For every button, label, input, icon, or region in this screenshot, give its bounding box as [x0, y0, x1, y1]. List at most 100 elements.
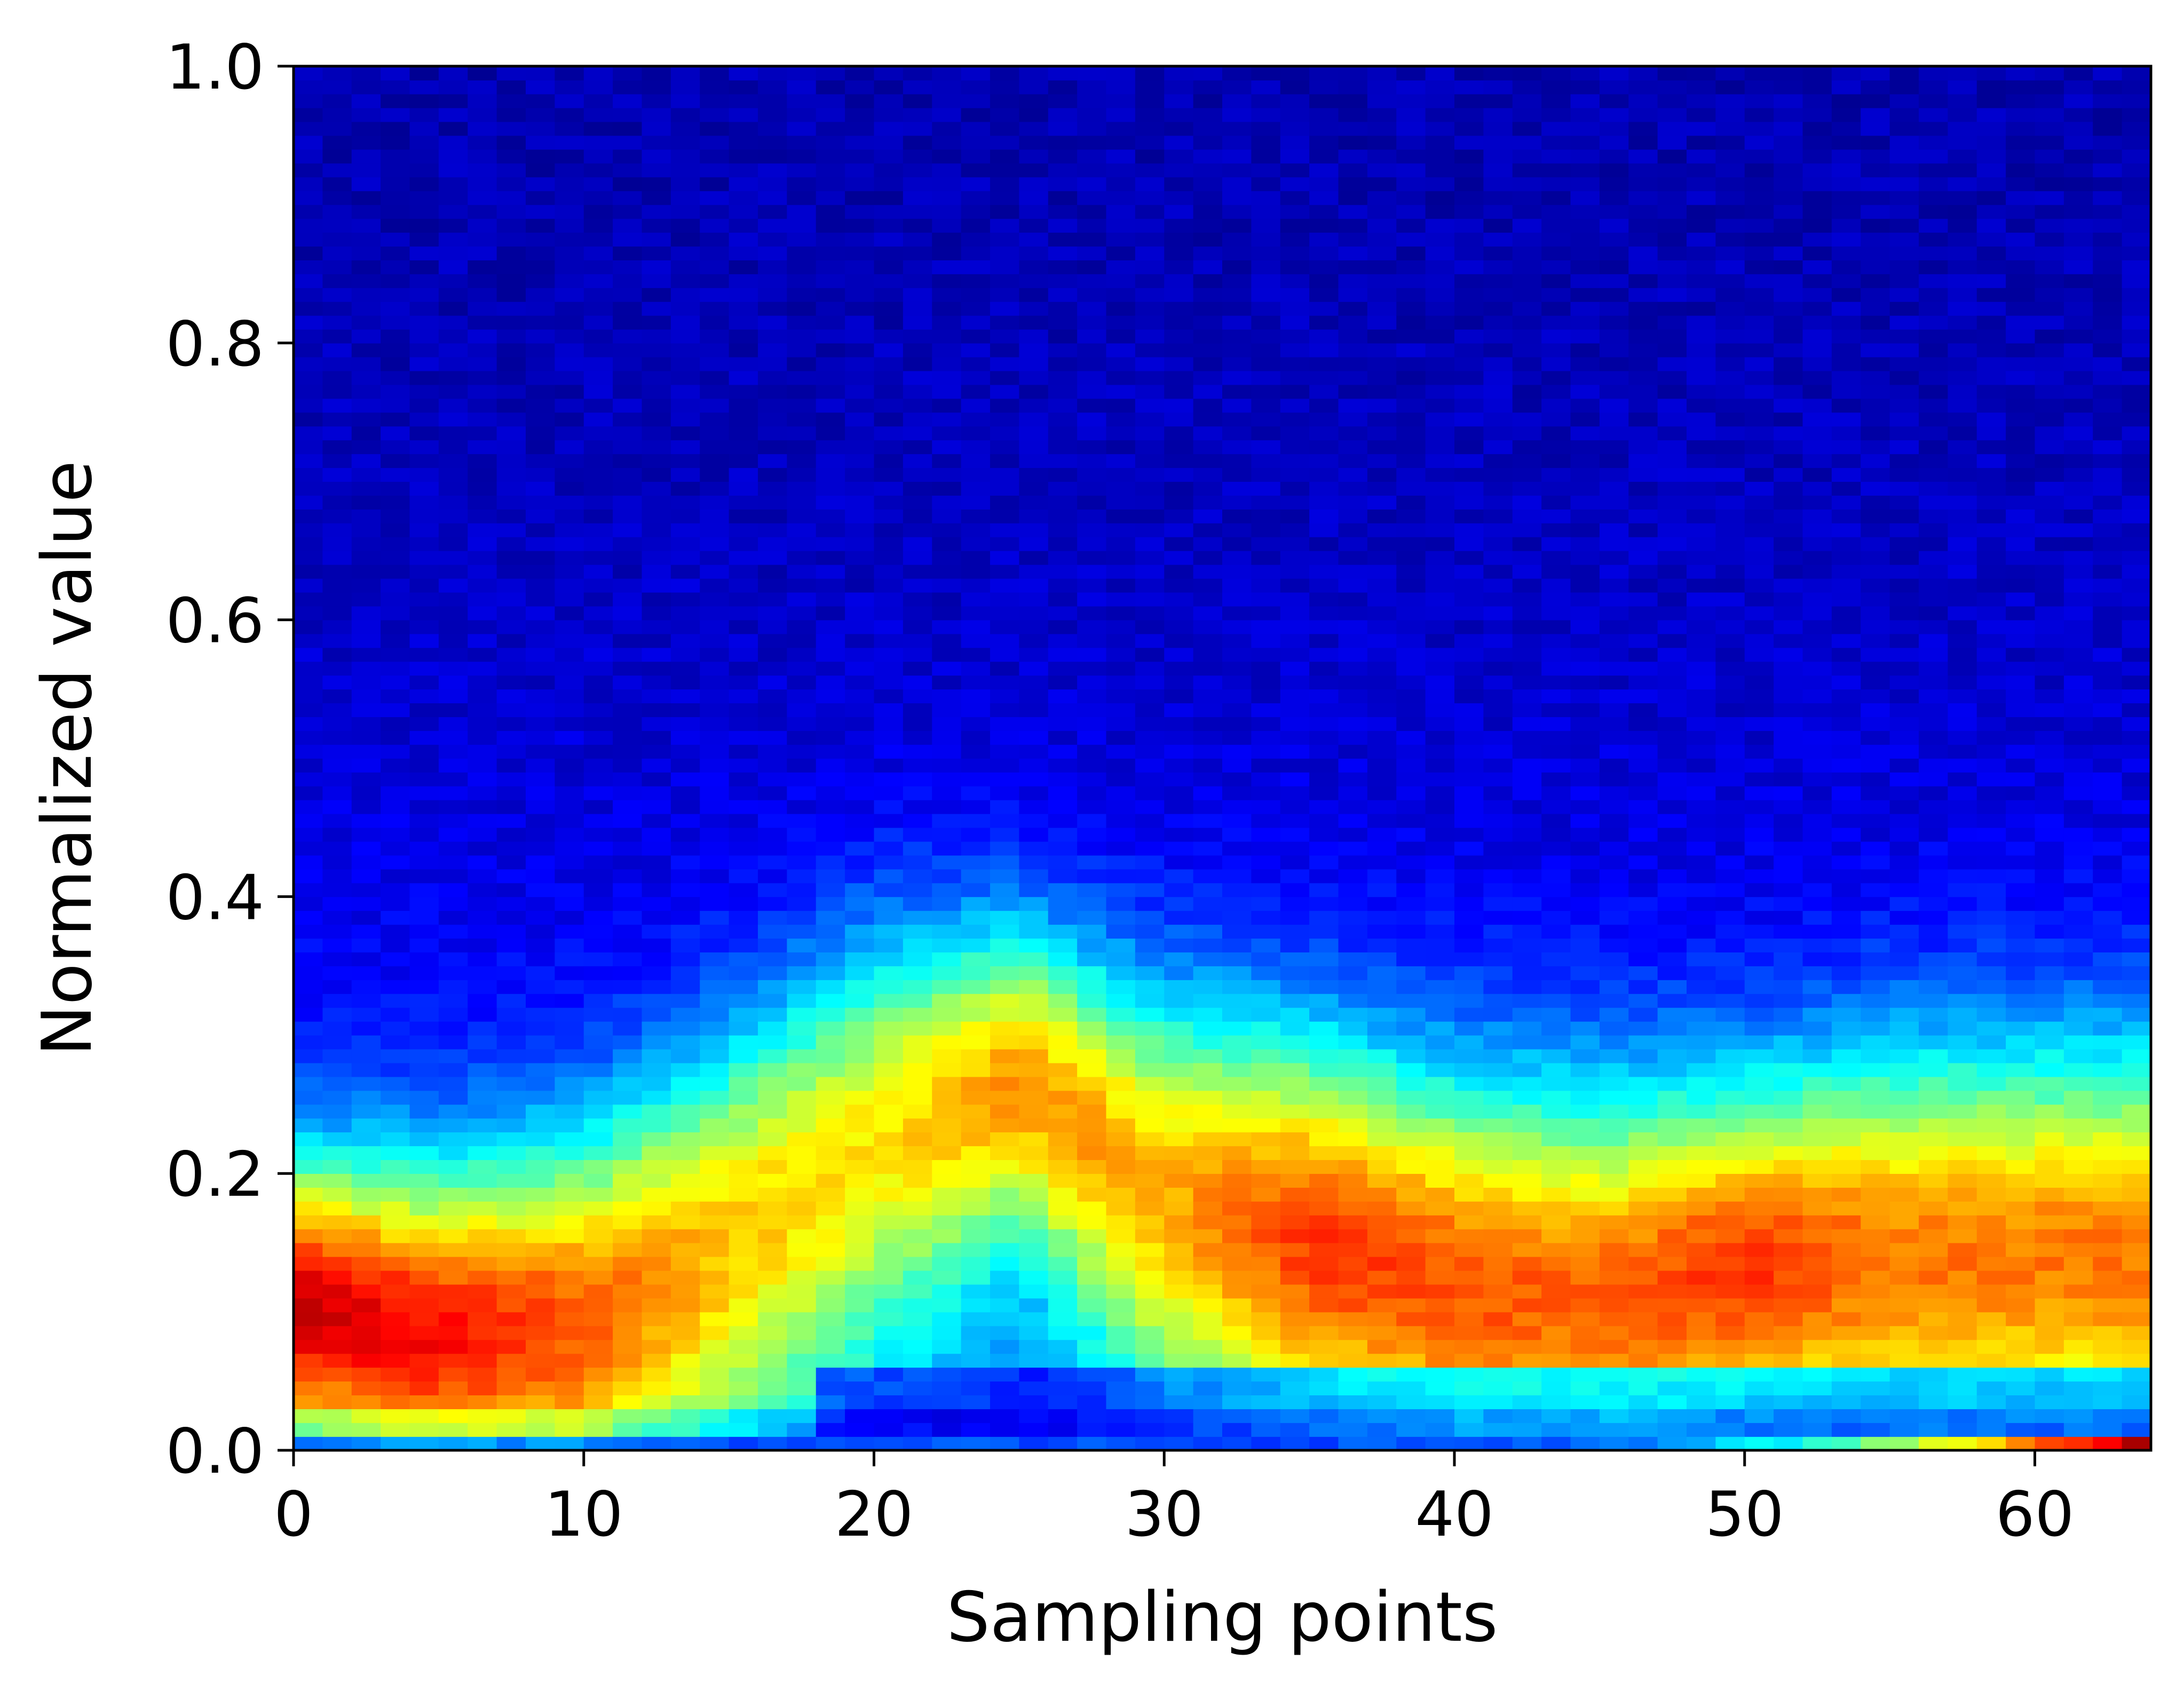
heatmap-cell [1396, 1048, 1426, 1063]
heatmap-cell [351, 93, 381, 108]
heatmap-cell [381, 1159, 410, 1174]
heatmap-cell [1048, 66, 1078, 81]
heatmap-cell [700, 966, 730, 980]
heatmap-cell [1164, 1132, 1194, 1147]
heatmap-cell [845, 370, 875, 385]
heatmap-cell [787, 536, 817, 551]
heatmap-cell [1280, 495, 1310, 510]
heatmap-cell [1367, 412, 1397, 427]
heatmap-cell [1657, 440, 1687, 455]
heatmap-cell [438, 398, 469, 413]
heatmap-cell [1309, 1256, 1339, 1271]
heatmap-cell [1570, 1007, 1600, 1022]
heatmap-cell [1687, 1353, 1716, 1368]
heatmap-cell [1541, 1395, 1571, 1409]
heatmap-cell [758, 896, 788, 911]
heatmap-cell [526, 1090, 556, 1105]
heatmap-cell [1599, 675, 1629, 690]
heatmap-cell [1193, 356, 1223, 371]
heatmap-cell [613, 536, 643, 551]
heatmap-cell [1425, 633, 1455, 648]
heatmap-cell [496, 66, 526, 81]
heatmap-cell [1222, 1284, 1252, 1299]
heatmap-cell [642, 204, 671, 219]
heatmap-cell [381, 661, 410, 676]
heatmap-cell [1687, 1228, 1716, 1243]
heatmap-cell [613, 1201, 643, 1216]
heatmap-cell [758, 329, 788, 344]
heatmap-cell [294, 896, 323, 911]
heatmap-cell [496, 1312, 526, 1326]
heatmap-cell [351, 785, 381, 800]
heatmap-cell [1512, 218, 1542, 233]
heatmap-cell [351, 1201, 381, 1216]
heatmap-cell [294, 204, 323, 219]
heatmap-cell [1541, 966, 1571, 980]
heatmap-cell [1715, 744, 1745, 759]
heatmap-cell [1106, 66, 1136, 81]
heatmap-cell [1599, 1159, 1629, 1174]
heatmap-cell [555, 398, 584, 413]
heatmap-cell [381, 993, 410, 1008]
heatmap-cell [1251, 440, 1281, 455]
heatmap-cell [1193, 135, 1223, 150]
heatmap-cell [1512, 1256, 1542, 1271]
heatmap-cell [526, 910, 556, 925]
heatmap-cell [496, 1076, 526, 1091]
heatmap-cell [758, 730, 788, 745]
heatmap-cell [1715, 1339, 1745, 1354]
heatmap-cell [613, 647, 643, 662]
heatmap-cell [526, 1146, 556, 1161]
heatmap-cell [381, 467, 410, 482]
heatmap-cell [1251, 93, 1281, 108]
heatmap-cell [1715, 523, 1745, 537]
heatmap-cell [642, 703, 671, 717]
heatmap-cell [1599, 190, 1629, 205]
heatmap-cell [322, 218, 352, 233]
heatmap-cell [1483, 717, 1513, 731]
heatmap-cell [1193, 1284, 1223, 1299]
heatmap-cell [438, 1312, 469, 1326]
heatmap-cell [555, 93, 584, 108]
heatmap-cell [1657, 1242, 1687, 1257]
heatmap-cell [294, 1284, 323, 1299]
heatmap-cell [1570, 883, 1600, 897]
heatmap-cell [1280, 703, 1310, 717]
heatmap-cell [555, 1159, 584, 1174]
heatmap-cell [438, 260, 469, 274]
heatmap-cell [381, 1423, 410, 1437]
heatmap-cell [1628, 121, 1658, 136]
heatmap-cell [1657, 1007, 1687, 1022]
heatmap-cell [961, 121, 991, 136]
heatmap-cell [787, 841, 817, 856]
heatmap-cell [1687, 1367, 1716, 1382]
heatmap-cell [555, 440, 584, 455]
heatmap-cell [438, 288, 469, 302]
heatmap-cell [1135, 398, 1165, 413]
heatmap-cell [526, 190, 556, 205]
heatmap-cell [1570, 1090, 1600, 1105]
heatmap-cell [1309, 218, 1339, 233]
heatmap-cell [381, 426, 410, 441]
heatmap-cell [903, 1173, 933, 1188]
heatmap-cell [613, 190, 643, 205]
heatmap-cell [816, 190, 845, 205]
heatmap-cell [613, 675, 643, 690]
heatmap-cell [438, 1215, 469, 1229]
heatmap-cell [1309, 107, 1339, 122]
heatmap-cell [496, 135, 526, 150]
heatmap-cell [1135, 93, 1165, 108]
heatmap-cell [961, 1187, 991, 1202]
heatmap-cell [1715, 1132, 1745, 1147]
heatmap-cell [758, 785, 788, 800]
heatmap-cell [322, 730, 352, 745]
heatmap-cell [526, 896, 556, 911]
heatmap-cell [1599, 246, 1629, 260]
heatmap-cell [1048, 1270, 1078, 1285]
heatmap-cell [845, 107, 875, 122]
heatmap-cell [351, 1187, 381, 1202]
heatmap-cell [1251, 1104, 1281, 1119]
heatmap-cell [1541, 1035, 1571, 1050]
heatmap-cell [1106, 301, 1136, 316]
heatmap-cell [1687, 495, 1716, 510]
